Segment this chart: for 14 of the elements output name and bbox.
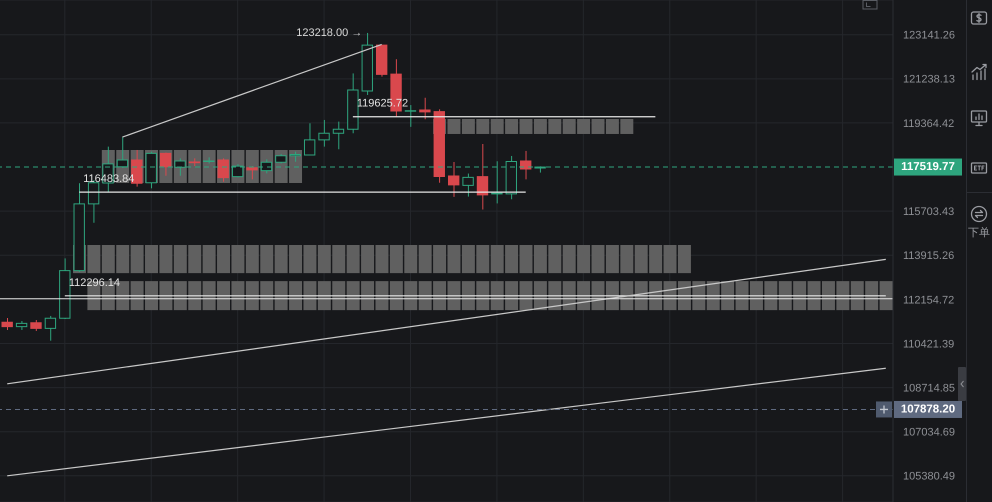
y-tick-label: 112154.72	[903, 294, 954, 306]
y-tick-label: 105380.49	[903, 470, 955, 483]
y-tick-label: 121238.13	[903, 74, 955, 86]
y-tick-label: 108714.85	[903, 382, 955, 394]
y-tick-label: 119364.42	[903, 118, 954, 130]
y-tick-label: 123141.26	[903, 30, 955, 42]
text: 下单	[968, 226, 991, 240]
annotation: 123218.00 →	[296, 26, 362, 39]
y-tick-label: 113915.26	[903, 250, 954, 262]
y-tick-label: 115703.43	[903, 206, 954, 218]
ref-line-label: 107878.20	[900, 403, 956, 416]
y-tick-label: 107034.69	[903, 426, 955, 439]
ref-line-label: 117519.77	[901, 161, 955, 174]
y-tick-label: 110421.39	[903, 338, 954, 350]
